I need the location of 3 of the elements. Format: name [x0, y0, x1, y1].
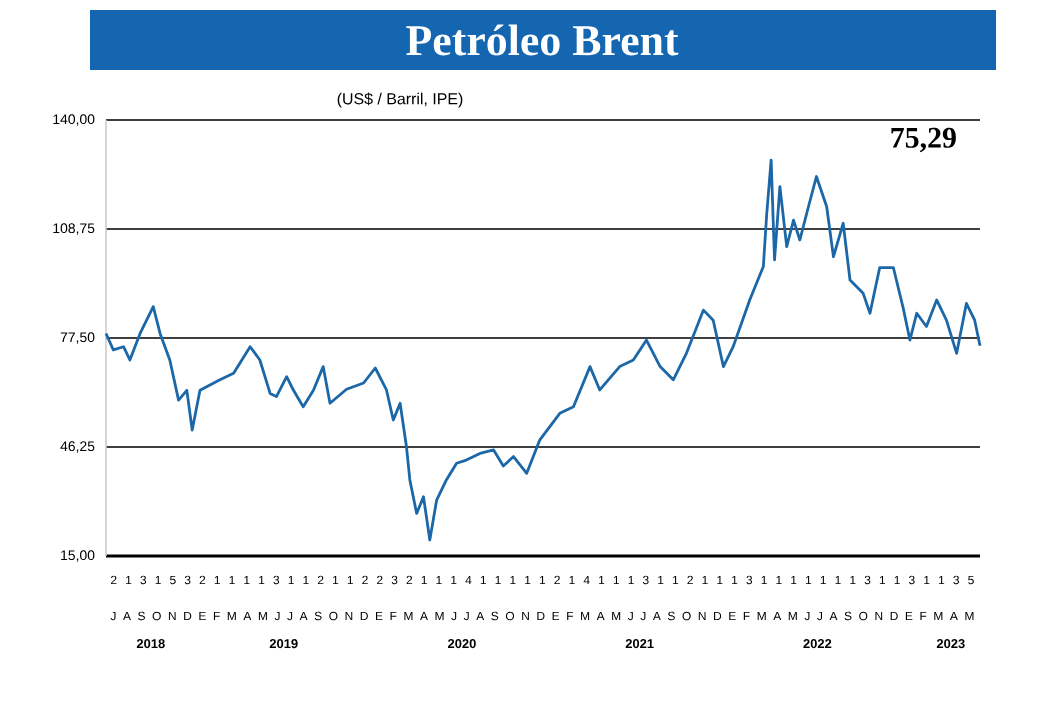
chart-title: Petróleo Brent — [406, 24, 679, 56]
annotation: 75,29 — [891, 127, 956, 153]
line-series — [104, 158, 982, 542]
